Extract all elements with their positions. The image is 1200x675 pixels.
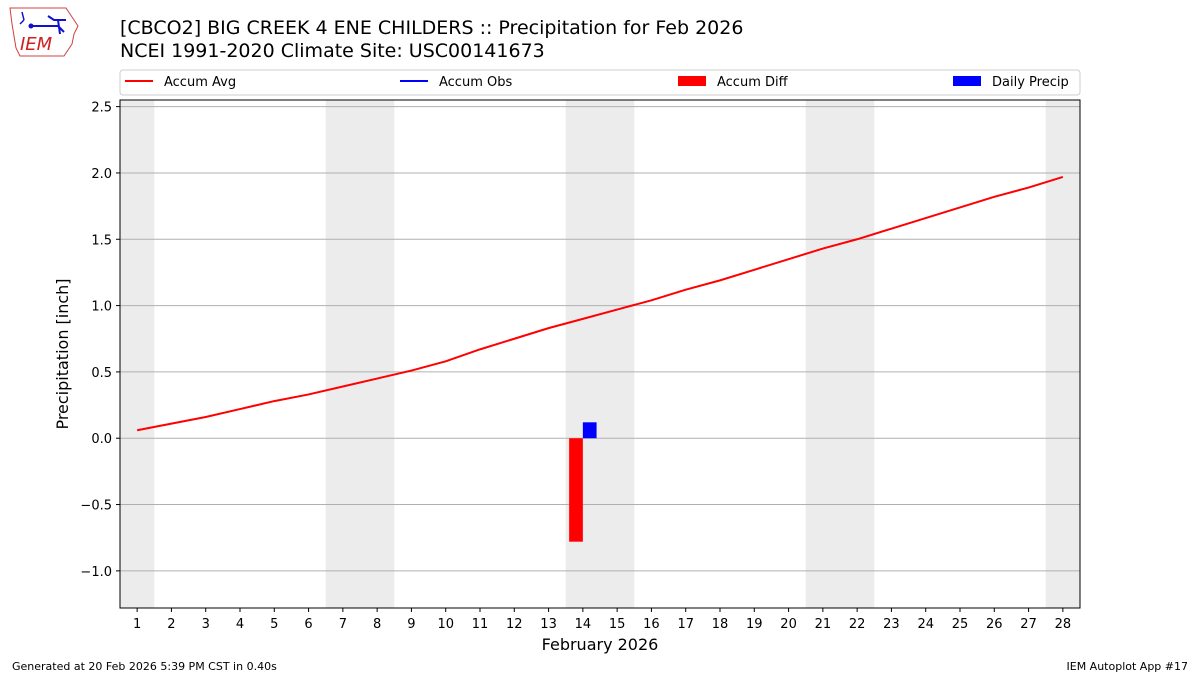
x-tick-label: 20 [780, 617, 797, 632]
weekend-shade [600, 100, 635, 608]
x-tick-label: 4 [236, 617, 244, 632]
y-tick-label: 2.0 [91, 167, 112, 182]
svg-text:IEM: IEM [20, 34, 53, 55]
x-tick-label: 16 [643, 617, 660, 632]
x-tick-label: 5 [270, 617, 278, 632]
x-tick-label: 19 [746, 617, 763, 632]
y-tick-label: 1.0 [91, 300, 112, 315]
y-tick-label: 0.0 [91, 432, 112, 447]
x-tick-label: 17 [677, 617, 694, 632]
x-tick-label: 13 [540, 617, 557, 632]
legend-label: Accum Avg [164, 75, 236, 90]
weekend-shade [325, 100, 360, 608]
y-tick-label: 1.5 [91, 233, 112, 248]
x-tick-label: 15 [609, 617, 626, 632]
bar-accum-diff [569, 438, 583, 542]
line-accum-avg [136, 175, 1064, 432]
y-axis-label: Precipitation [inch] [53, 278, 72, 429]
x-tick-label: 24 [917, 617, 934, 632]
legend-label: Daily Precip [992, 75, 1069, 90]
x-tick-label: 3 [202, 617, 210, 632]
x-tick-label: 26 [986, 617, 1003, 632]
x-tick-label: 11 [472, 617, 489, 632]
x-tick-label: 10 [437, 617, 454, 632]
x-tick-label: 21 [815, 617, 832, 632]
x-tick-label: 6 [304, 617, 312, 632]
legend-label: Accum Obs [439, 75, 512, 90]
weekend-shade [805, 100, 840, 608]
x-tick-label: 25 [952, 617, 969, 632]
x-tick-label: 14 [575, 617, 592, 632]
y-tick-label: −0.5 [80, 499, 112, 514]
legend-box [119, 69, 1081, 96]
x-tick-label: 1 [133, 617, 141, 632]
iem-logo: IEM [8, 4, 80, 60]
y-tick-label: 2.5 [91, 101, 112, 116]
x-tick-label: 7 [339, 617, 347, 632]
x-tick-label: 9 [407, 617, 415, 632]
x-tick-label: 18 [712, 617, 729, 632]
y-tick-label: 0.5 [91, 366, 112, 381]
x-tick-label: 2 [167, 617, 175, 632]
legend-swatch [953, 76, 981, 86]
plot-frame [119, 99, 1081, 609]
y-tick-label: −1.0 [80, 565, 112, 580]
footer-generated: Generated at 20 Feb 2026 5:39 PM CST in … [12, 660, 277, 673]
chart-subtitle: NCEI 1991-2020 Climate Site: USC00141673 [120, 40, 545, 62]
bar-daily-precip [582, 422, 597, 439]
legend-label: Accum Diff [717, 75, 789, 90]
x-tick-label: 22 [849, 617, 866, 632]
x-tick-label: 12 [506, 617, 523, 632]
weekend-shade [840, 100, 875, 608]
weekend-shade [360, 100, 395, 608]
weekend-shade [1045, 100, 1080, 608]
x-axis-label: February 2026 [542, 635, 659, 654]
chart-title: [CBCO2] BIG CREEK 4 ENE CHILDERS :: Prec… [120, 17, 744, 39]
x-tick-label: 8 [373, 617, 381, 632]
footer-app: IEM Autoplot App #17 [1066, 660, 1189, 673]
x-tick-label: 28 [1055, 617, 1072, 632]
x-tick-label: 23 [883, 617, 900, 632]
weekend-shade [120, 100, 155, 608]
x-tick-label: 27 [1020, 617, 1037, 632]
legend-swatch [678, 76, 706, 86]
